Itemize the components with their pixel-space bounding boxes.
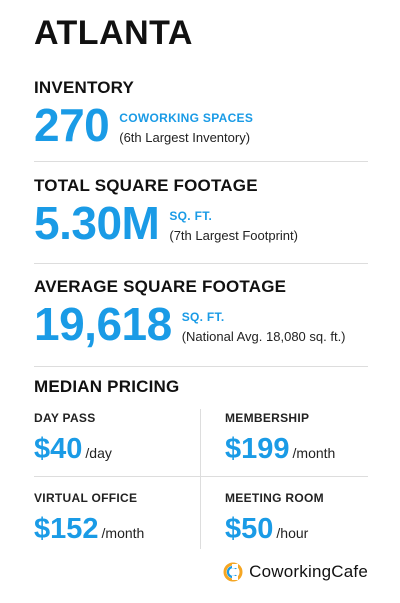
median-pricing-label: MEDIAN PRICING [34, 377, 180, 396]
page-title: ATLANTA [34, 14, 193, 52]
divider [34, 263, 368, 264]
pricing-price: $50 [225, 513, 274, 545]
pricing-period: /day [85, 445, 112, 461]
pricing-value-row: $50 /hour [225, 515, 392, 544]
inventory-value: 270 [34, 99, 110, 151]
inventory-stat: 270 COWORKING SPACES (6th Largest Invent… [34, 102, 368, 148]
average-square-footage-note: (National Avg. 18,080 sq. ft.) [181, 329, 346, 344]
pricing-label: VIRTUAL OFFICE [34, 491, 138, 505]
pricing-price: $152 [34, 513, 99, 545]
inventory-section: INVENTORY 270 COWORKING SPACES (6th Larg… [34, 78, 368, 148]
pricing-label: DAY PASS [34, 411, 96, 425]
inventory-unit: COWORKING SPACES [119, 111, 254, 125]
divider [34, 366, 368, 367]
brand-name: CoworkingCafe [249, 562, 368, 581]
pricing-cell-day-pass: DAY PASS $40 /day [34, 405, 201, 475]
total-square-footage-stat: 5.30M SQ. FT. (7th Largest Footprint) [34, 200, 368, 246]
average-square-footage-value: 19,618 [34, 298, 172, 350]
pricing-label: MEMBERSHIP [225, 411, 310, 425]
pricing-period: /month [101, 525, 145, 541]
pricing-price: $199 [225, 433, 290, 465]
total-square-footage-unit: SQ. FT. [169, 209, 213, 223]
inventory-details: COWORKING SPACES (6th Largest Inventory) [119, 111, 253, 148]
divider [34, 161, 368, 162]
median-pricing-section: MEDIAN PRICING [34, 377, 368, 397]
grid-divider-vertical [200, 409, 201, 549]
total-square-footage-details: SQ. FT. (7th Largest Footprint) [169, 209, 298, 246]
pricing-cell-virtual-office: VIRTUAL OFFICE $152 /month [34, 485, 201, 555]
pricing-value-row: $40 /day [34, 435, 201, 464]
pricing-period: /month [292, 445, 336, 461]
brand-logo: CoworkingCafe [223, 562, 368, 582]
total-square-footage-section: TOTAL SQUARE FOOTAGE 5.30M SQ. FT. (7th … [34, 176, 368, 246]
total-square-footage-value: 5.30M [34, 197, 160, 249]
average-square-footage-stat: 19,618 SQ. FT. (National Avg. 18,080 sq.… [34, 301, 368, 347]
inventory-label: INVENTORY [34, 78, 135, 97]
average-square-footage-details: SQ. FT. (National Avg. 18,080 sq. ft.) [182, 310, 346, 347]
pricing-grid: DAY PASS $40 /day MEMBERSHIP $199 /month… [34, 405, 368, 549]
total-square-footage-label: TOTAL SQUARE FOOTAGE [34, 176, 258, 195]
pricing-price: $40 [34, 433, 83, 465]
pricing-period: /hour [276, 525, 309, 541]
grid-divider-horizontal [34, 476, 368, 477]
pricing-label: MEETING ROOM [225, 491, 324, 505]
inventory-note: (6th Largest Inventory) [119, 130, 251, 145]
pricing-cell-meeting-room: MEETING ROOM $50 /hour [225, 485, 392, 555]
pricing-cell-membership: MEMBERSHIP $199 /month [225, 405, 392, 475]
pricing-value-row: $199 /month [225, 435, 392, 464]
average-square-footage-unit: SQ. FT. [181, 310, 225, 324]
pricing-value-row: $152 /month [34, 515, 201, 544]
coworkingcafe-logo-icon [223, 562, 243, 582]
average-square-footage-section: AVERAGE SQUARE FOOTAGE 19,618 SQ. FT. (N… [34, 277, 368, 347]
average-square-footage-label: AVERAGE SQUARE FOOTAGE [34, 277, 287, 296]
total-square-footage-note: (7th Largest Footprint) [169, 228, 298, 243]
